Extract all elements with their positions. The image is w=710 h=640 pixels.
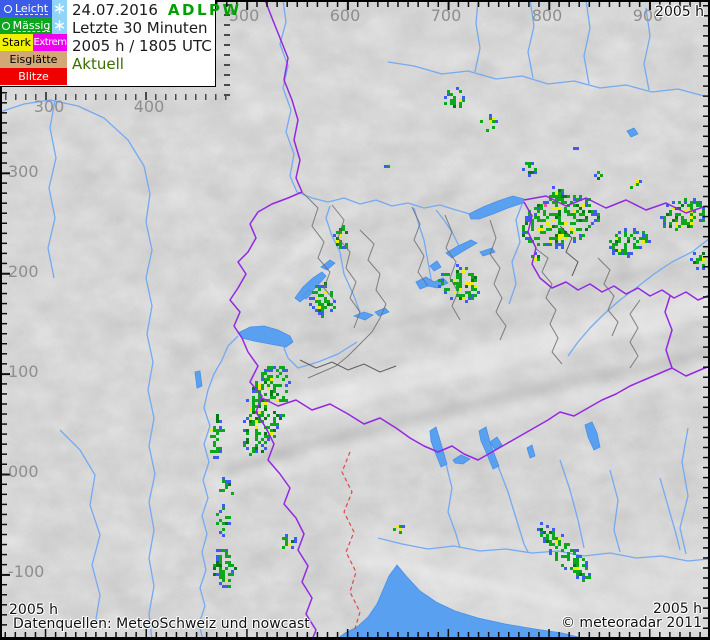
data-sources-credit: Datenquellen: MeteoSchweiz und nowcast: [13, 616, 310, 632]
legend-label-maessig: Mässig: [12, 18, 51, 32]
timestamp-bottom-left: 2005 h: [9, 602, 58, 618]
coordinate-label: 000: [8, 462, 39, 481]
coordinate-label: 300: [8, 162, 39, 181]
copyright-credit: © meteoradar 2011: [560, 615, 702, 631]
legend-cell-snow-moderate: [52, 17, 67, 34]
canton-borders: [299, 191, 641, 379]
legend-cell-leicht: Leicht: [0, 0, 52, 17]
time-label: 2005 h / 1805 UTC: [72, 37, 212, 55]
coordinate-label: 400: [133, 97, 165, 116]
info-box: 24.07.2016 ADLPW Letzte 30 Minuten 2005 …: [67, 0, 239, 86]
legend-cell-maessig: Mässig: [0, 17, 52, 34]
legend-cell-snow-light: [52, 0, 67, 17]
legend-label-extrem: Extrem: [33, 34, 67, 51]
status-label: Aktuell: [72, 55, 124, 73]
station-code: ADLPW: [167, 1, 242, 19]
drizzle-circle-icon: [3, 4, 12, 13]
drizzle-circle-icon: [1, 21, 10, 30]
coordinate-label: 500: [228, 6, 260, 25]
date-label: 24.07.2016: [72, 1, 158, 19]
coordinate-label: 900: [632, 6, 664, 25]
snowflake-icon: [54, 3, 65, 14]
legend-color-column: Leicht Mässig Stark Extrem E: [0, 0, 67, 86]
regional-border-dashed: [341, 451, 361, 633]
radar-precipitation: [210, 87, 705, 588]
coordinate-label: 600: [329, 6, 361, 25]
international-borders: [229, 0, 710, 640]
inner-coordinate-ruler: [5, 4, 230, 100]
legend: Leicht Mässig Stark Extrem E: [0, 0, 239, 87]
coordinate-label: 200: [8, 262, 39, 281]
timestamp-bottom-right: 2005 h: [653, 601, 702, 617]
coordinate-label: 300: [33, 97, 65, 116]
period-label: Letzte 30 Minuten: [72, 19, 208, 37]
legend-label-eisglaette: Eisglätte: [0, 51, 67, 68]
coordinate-label: 100: [8, 362, 39, 381]
snowflake-icon: [54, 20, 65, 31]
legend-label-leicht: Leicht: [14, 1, 49, 15]
coordinate-label: 800: [531, 6, 563, 25]
coordinate-label: 700: [430, 6, 462, 25]
legend-label-blitze: Blitze: [0, 68, 67, 85]
timestamp-top-right: 2005 h: [655, 4, 704, 20]
legend-label-stark: Stark: [0, 34, 33, 51]
coordinate-label: -100: [8, 562, 45, 581]
